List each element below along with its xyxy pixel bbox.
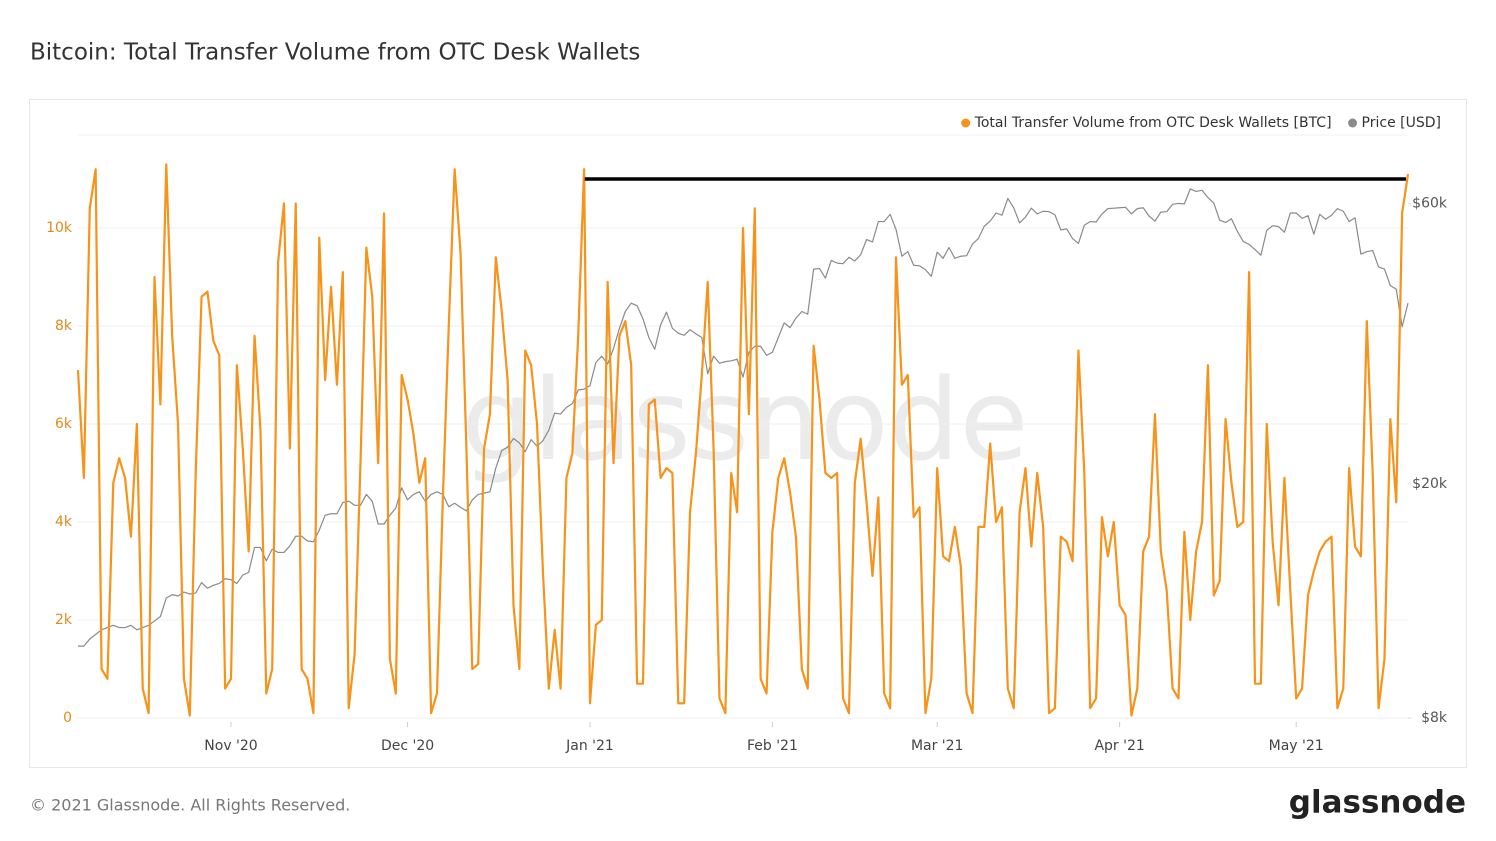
x-tick-label: Dec '20 bbox=[381, 738, 434, 754]
y-tick-label: 0 bbox=[63, 710, 72, 726]
x-tick-label: Nov '20 bbox=[204, 738, 257, 754]
legend-marker bbox=[961, 118, 971, 128]
y2-tick-label: $20k bbox=[1412, 476, 1448, 492]
y2-tick-label: $8k bbox=[1421, 710, 1448, 726]
legend-marker bbox=[1348, 118, 1358, 128]
y-tick-label: 8k bbox=[55, 318, 73, 334]
legend-label: Total Transfer Volume from OTC Desk Wall… bbox=[974, 115, 1332, 131]
logo: glassnode bbox=[1289, 785, 1466, 821]
watermark: glassnode bbox=[461, 356, 1028, 486]
y2-tick-label: $60k bbox=[1412, 195, 1448, 211]
x-tick-label: Jan '21 bbox=[565, 738, 614, 754]
footer: © 2021 Glassnode. All Rights Reserved. bbox=[30, 796, 350, 815]
x-tick-label: Feb '21 bbox=[747, 738, 798, 754]
x-tick-label: Apr '21 bbox=[1094, 738, 1144, 754]
y-tick-label: 6k bbox=[55, 416, 73, 432]
x-tick-label: Mar '21 bbox=[911, 738, 964, 754]
chart-title: Bitcoin: Total Transfer Volume from OTC … bbox=[30, 40, 640, 66]
x-tick-label: May '21 bbox=[1269, 738, 1324, 754]
y-tick-label: 2k bbox=[55, 612, 73, 628]
y-tick-label: 4k bbox=[55, 514, 73, 530]
y-tick-label: 10k bbox=[46, 220, 73, 236]
legend-label: Price [USD] bbox=[1362, 115, 1441, 131]
series-line bbox=[76, 163, 1410, 717]
